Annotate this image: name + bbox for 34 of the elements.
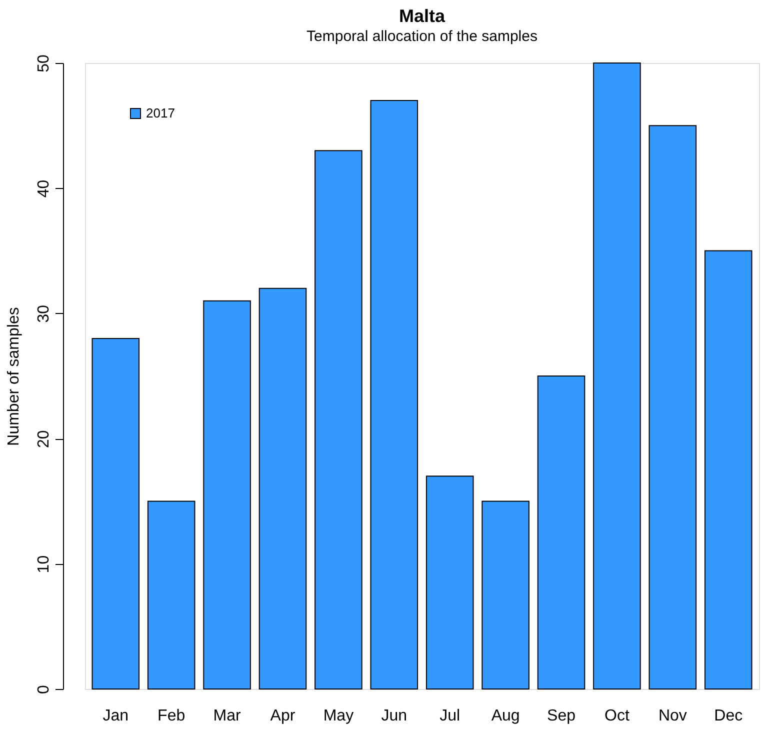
x-tick-label: Apr [270, 708, 296, 724]
bar [593, 62, 641, 690]
bar [370, 100, 418, 690]
bar [648, 125, 697, 690]
y-axis-title: Number of samples [6, 307, 22, 446]
chart-title: Malta [398, 6, 446, 26]
x-tick-label: Jun [381, 708, 408, 724]
y-tick-label: 40 [36, 180, 52, 198]
y-tick-label: 10 [36, 555, 52, 574]
x-tick-label: Jul [440, 708, 460, 724]
x-tick-label: Dec [714, 708, 743, 724]
bar [426, 476, 474, 690]
x-tick-label: Mar [213, 708, 242, 724]
x-tick-label: Sep [547, 708, 576, 724]
x-tick-label: Aug [491, 708, 520, 724]
bar [314, 150, 362, 690]
x-tick-label: Oct [604, 708, 630, 724]
bar [147, 500, 196, 690]
bar [537, 376, 586, 690]
x-tick-label: Nov [658, 708, 687, 724]
y-tick-label: 0 [36, 684, 52, 694]
y-tick-label: 30 [36, 304, 52, 323]
chart-subtitle: Temporal allocation of the samples [306, 28, 538, 46]
bar [482, 500, 530, 690]
bar [92, 338, 140, 690]
bar [203, 300, 251, 690]
y-tick-label: 20 [36, 430, 52, 448]
bar [704, 250, 752, 690]
x-tick-label: Feb [158, 708, 186, 724]
x-tick-label: Jan [102, 708, 129, 724]
legend-label: 2017 [146, 106, 175, 120]
x-tick-label: May [323, 708, 354, 724]
y-tick-label: 50 [36, 54, 52, 72]
bar [258, 288, 307, 690]
